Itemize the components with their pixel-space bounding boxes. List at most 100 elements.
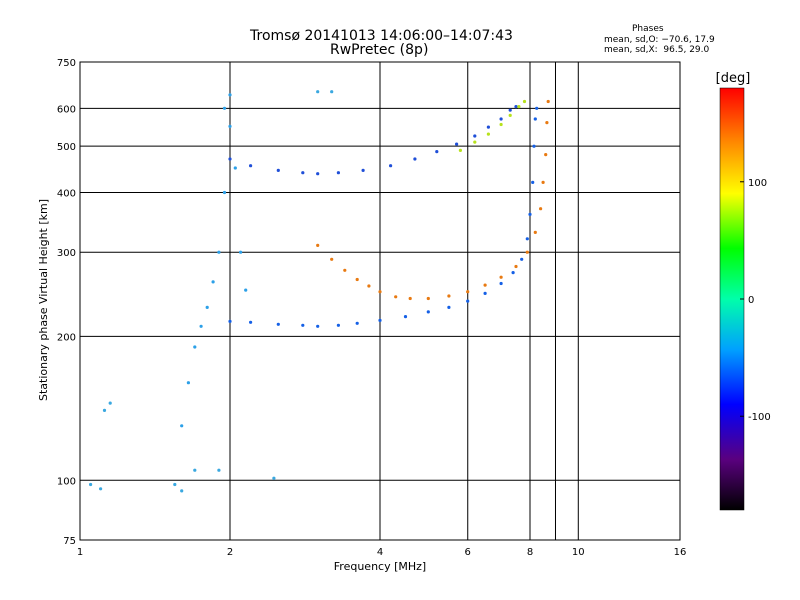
data-point xyxy=(426,310,430,314)
data-point xyxy=(466,290,470,294)
y-tick-label: 600 xyxy=(57,104,76,115)
y-tick-label: 200 xyxy=(57,332,76,343)
data-point xyxy=(211,280,215,284)
data-point xyxy=(403,315,408,319)
data-point xyxy=(330,90,334,94)
data-point xyxy=(499,122,503,127)
data-point xyxy=(186,381,190,385)
data-point xyxy=(499,275,503,279)
phase-stats-x: mean, sd,X: 96.5, 29.0 xyxy=(604,45,710,55)
data-point xyxy=(336,171,340,175)
data-point xyxy=(228,124,232,128)
data-point xyxy=(531,180,535,184)
y-tick-label: 500 xyxy=(57,142,76,153)
data-point xyxy=(426,296,430,301)
data-point xyxy=(244,288,248,292)
data-point xyxy=(316,172,320,176)
data-point xyxy=(435,150,439,154)
data-point xyxy=(301,323,305,327)
data-point xyxy=(330,257,334,261)
y-tick-label: 300 xyxy=(57,248,76,259)
data-point xyxy=(514,264,518,269)
data-point xyxy=(228,319,232,323)
data-point xyxy=(193,345,197,349)
data-point xyxy=(466,299,470,303)
x-tick-label: 4 xyxy=(377,547,383,558)
data-point xyxy=(249,164,253,168)
y-tick-label: 750 xyxy=(57,58,76,69)
data-point xyxy=(99,487,103,491)
data-point xyxy=(108,401,112,405)
data-point xyxy=(394,295,398,299)
data-point xyxy=(217,250,221,254)
data-point xyxy=(249,320,253,324)
colorbar-label: [deg] xyxy=(716,71,751,86)
y-tick-label: 100 xyxy=(57,476,76,487)
data-point xyxy=(508,113,512,117)
data-point xyxy=(486,125,490,129)
data-point xyxy=(102,408,107,412)
data-point xyxy=(544,153,548,157)
data-point xyxy=(545,121,549,125)
data-point xyxy=(413,157,417,161)
data-point xyxy=(511,271,515,275)
data-point xyxy=(473,140,477,144)
data-point xyxy=(276,168,280,172)
y-axis-label: Stationary phase Virtual Height [km] xyxy=(37,199,50,401)
plot-frame xyxy=(79,61,681,541)
data-point xyxy=(316,324,320,328)
phase-stats-title: Phases xyxy=(632,24,664,34)
x-tick-label: 10 xyxy=(572,547,585,558)
data-point xyxy=(455,142,459,146)
data-point xyxy=(483,291,487,295)
colorbar-tick-label: -100 xyxy=(748,412,771,423)
colorbar-tick-label: 0 xyxy=(748,295,754,306)
x-tick-label: 16 xyxy=(674,547,687,558)
data-points-layer xyxy=(89,90,550,493)
data-point xyxy=(193,468,197,472)
data-point xyxy=(533,117,537,121)
data-point xyxy=(276,322,280,326)
data-point xyxy=(539,207,543,211)
data-point xyxy=(499,281,503,286)
data-point xyxy=(447,294,451,298)
data-point xyxy=(89,482,93,487)
axis-ticks-layer: 1 2 4 6 8 10 16 75 100 200 300 400 500 600 750 xyxy=(57,58,686,558)
data-point xyxy=(525,250,529,254)
y-tick-label: 400 xyxy=(57,188,76,199)
data-point xyxy=(499,117,503,121)
x-tick-label: 8 xyxy=(527,547,533,558)
data-point xyxy=(458,148,462,152)
data-point xyxy=(378,290,382,294)
data-point xyxy=(486,132,490,136)
colorbar-tick-label: 100 xyxy=(748,178,767,189)
data-point xyxy=(222,190,227,195)
data-point xyxy=(228,157,232,161)
data-point xyxy=(272,476,276,480)
data-point xyxy=(222,106,227,110)
data-point xyxy=(205,305,209,309)
data-point xyxy=(447,305,451,309)
data-point xyxy=(336,323,340,327)
data-point xyxy=(173,482,177,487)
x-tick-label: 6 xyxy=(465,547,471,558)
data-point xyxy=(367,284,371,288)
data-point xyxy=(517,105,521,109)
x-axis-label: Frequency [MHz] xyxy=(334,560,426,573)
data-point xyxy=(522,99,527,104)
phase-stats-o: mean, sd,O: −70.6, 17.9 xyxy=(604,35,715,45)
data-point xyxy=(217,468,221,472)
chart-subtitle: RwPretec (8p) xyxy=(330,42,429,58)
data-point xyxy=(180,424,184,428)
x-tick-label: 2 xyxy=(227,547,233,558)
data-point xyxy=(528,212,532,216)
data-point xyxy=(483,283,487,287)
data-point xyxy=(508,108,512,112)
data-point xyxy=(301,171,305,175)
data-point xyxy=(355,277,359,282)
data-point xyxy=(239,250,243,254)
colorbar-ticks: 100 0 -100 xyxy=(740,178,771,423)
data-point xyxy=(520,257,524,261)
